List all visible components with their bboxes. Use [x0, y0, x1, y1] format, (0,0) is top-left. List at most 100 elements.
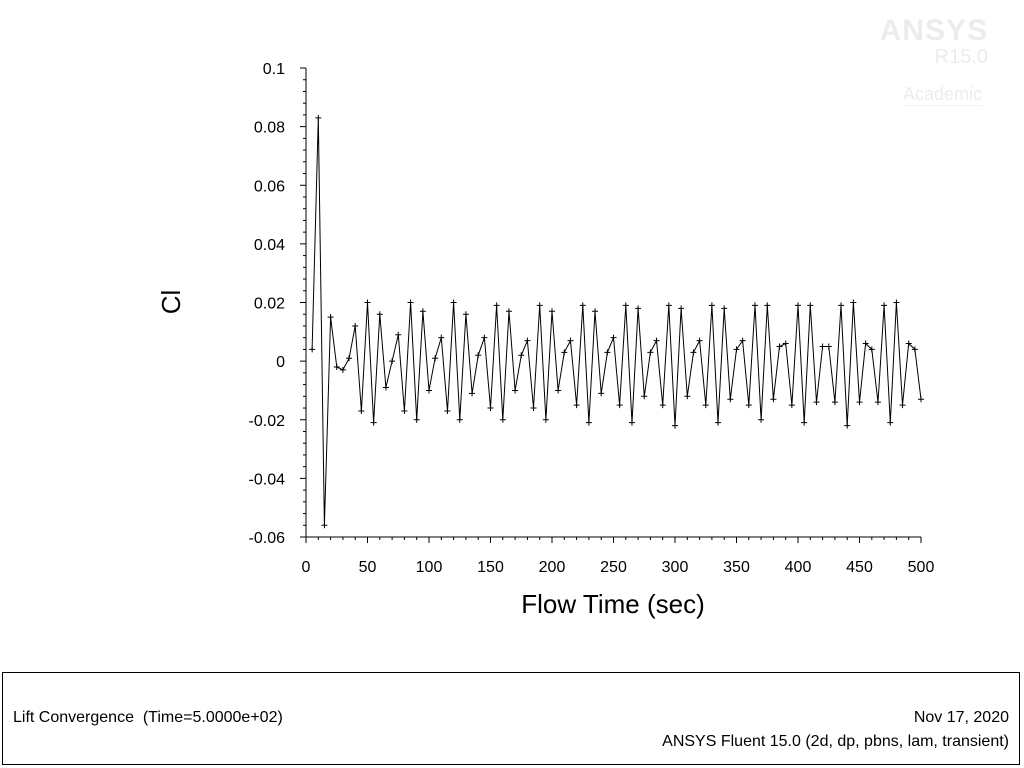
- cl-data-point: [874, 399, 881, 406]
- cl-data-point: [610, 334, 617, 341]
- cl-data-point: [444, 407, 451, 414]
- cl-data-point: [795, 302, 801, 309]
- cl-data-point: [309, 346, 316, 353]
- cl-data-point: [499, 416, 506, 423]
- x-tick-label: 200: [539, 559, 566, 576]
- cl-data-point: [665, 302, 672, 309]
- x-tick-label: 350: [723, 559, 750, 576]
- cl-data-point: [721, 305, 728, 312]
- cl-data-point: [647, 349, 654, 356]
- cl-data-point: [518, 352, 525, 359]
- plot-description: Lift Convergence (Time=5.0000e+02): [13, 709, 283, 726]
- cl-data-point: [659, 402, 666, 409]
- x-tick-label: 150: [477, 559, 504, 576]
- cl-data-point: [567, 337, 574, 344]
- cl-data-point: [542, 416, 549, 423]
- cl-data-point: [776, 343, 783, 350]
- cl-data-point: [327, 314, 334, 321]
- cl-data-point: [616, 402, 623, 409]
- cl-data-point: [653, 337, 660, 344]
- cl-data-point: [764, 302, 771, 309]
- cl-data-point: [376, 311, 383, 318]
- cl-data-point: [819, 343, 826, 350]
- x-tick-label: 100: [416, 559, 443, 576]
- cl-data-point: [727, 396, 734, 403]
- cl-data-point: [696, 337, 703, 344]
- cl-data-point: [346, 355, 353, 362]
- cl-data-point: [339, 366, 346, 373]
- cl-data-point: [555, 387, 562, 394]
- cl-data-point: [893, 299, 900, 306]
- y-tick-label: 0.1: [263, 61, 285, 78]
- info-panel: Lift Convergence (Time=5.0000e+02) Nov 1…: [2, 672, 1020, 765]
- y-tick-label: 0: [276, 354, 285, 371]
- cl-data-point: [524, 337, 531, 344]
- cl-data-point: [315, 114, 322, 121]
- solver-info: ANSYS Fluent 15.0 (2d, dp, pbns, lam, tr…: [662, 733, 1009, 750]
- cl-data-point: [628, 419, 635, 426]
- cl-data-point: [598, 390, 605, 397]
- x-tick-label: 450: [846, 559, 873, 576]
- cl-data-point: [813, 399, 820, 406]
- y-axis-ticks: -0.06 -0.04 -0.02 0 0.02 0.04 0.06 0.08 0.1: [249, 61, 306, 547]
- cl-data-point: [592, 308, 599, 315]
- cl-data-point: [549, 308, 555, 315]
- cl-data-point: [426, 387, 432, 394]
- cl-data-point: [635, 305, 642, 312]
- y-tick-label: -0.06: [249, 530, 286, 547]
- cl-data-point: [561, 349, 568, 356]
- cl-data-point: [782, 340, 789, 347]
- cl-data-point: [844, 422, 851, 429]
- cl-data-point: [887, 419, 894, 426]
- cl-data-point: [672, 422, 678, 429]
- cl-series-line: [311, 117, 922, 526]
- x-axis-ticks: 0 50 100 150 200 250 300 350 400 450 500: [302, 537, 935, 576]
- cl-data-point: [770, 396, 777, 403]
- cl-data-point: [382, 384, 389, 391]
- cl-data-point: [881, 302, 888, 309]
- y-axis-label: Cl: [156, 290, 186, 315]
- cl-data-point: [536, 302, 543, 309]
- cl-data-point: [899, 402, 906, 409]
- cl-data-point: [579, 302, 586, 309]
- cl-data-point: [432, 355, 439, 362]
- cl-data-point: [364, 299, 371, 306]
- cl-data-point: [413, 416, 420, 423]
- cl-data-point: [831, 399, 838, 406]
- y-tick-label: 0.02: [254, 296, 285, 313]
- cl-data-point: [690, 349, 697, 356]
- watermark-edition: Academic: [902, 84, 982, 106]
- x-tick-label: 50: [359, 559, 377, 576]
- cl-data-point: [573, 402, 580, 409]
- plot-date: Nov 17, 2020: [913, 709, 1009, 726]
- y-tick-label: -0.04: [249, 471, 286, 488]
- cl-data-point: [751, 302, 758, 309]
- x-tick-label: 0: [302, 559, 311, 576]
- y-tick-label: 0.08: [254, 120, 285, 137]
- cl-data-point: [745, 402, 752, 409]
- cl-data-point: [801, 419, 808, 426]
- cl-data-point: [352, 322, 359, 329]
- cl-data-point: [838, 302, 845, 309]
- cl-data-point: [807, 302, 814, 309]
- x-tick-label: 300: [662, 559, 689, 576]
- cl-data-point: [825, 343, 832, 350]
- x-tick-label: 250: [600, 559, 627, 576]
- series-layer: [309, 114, 924, 529]
- cl-data-point: [604, 349, 611, 356]
- cl-data-point: [585, 419, 592, 426]
- cl-data-point: [358, 407, 365, 414]
- lift-coefficient-chart: -0.06 -0.04 -0.02 0 0.02 0.04 0.06 0.08 0.1 0 50 1…: [156, 61, 935, 619]
- watermark-brand: ANSYS: [879, 14, 988, 47]
- cl-data-point: [641, 393, 648, 400]
- cl-data-point: [333, 363, 340, 370]
- cl-data-point: [407, 299, 414, 306]
- cl-data-point: [708, 302, 715, 309]
- cl-data-point: [462, 311, 469, 318]
- cl-data-point: [684, 393, 691, 400]
- cl-data-point: [481, 334, 488, 341]
- x-tick-label: 400: [785, 559, 812, 576]
- cl-data-point: [862, 340, 869, 347]
- cl-data-point: [475, 352, 482, 359]
- x-tick-label: 500: [908, 559, 935, 576]
